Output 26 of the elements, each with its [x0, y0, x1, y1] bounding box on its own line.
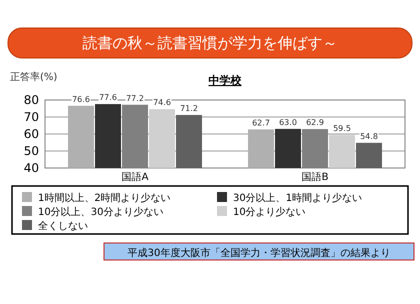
data-label: 63.0	[279, 118, 297, 127]
data-label: 77.2	[126, 94, 144, 103]
legend-label: 30分以上、1時間より少ない	[233, 192, 362, 204]
data-label: 54.8	[360, 132, 378, 141]
y-tick-label: 70	[24, 110, 39, 124]
data-label: 76.6	[72, 94, 90, 104]
legend-label: 全くしない	[38, 220, 88, 232]
data-label: 71.2	[180, 104, 198, 113]
y-tick-label: 80	[24, 93, 39, 107]
legend-label: 10分以上、30分より少ない	[38, 206, 164, 218]
x-tick-label: 国語B	[302, 171, 329, 183]
data-label: 62.9	[306, 118, 324, 128]
chart-subtitle: 読書の秋～読書習慣が学力を伸ばす～	[82, 34, 338, 52]
y-tick-label: 40	[24, 161, 39, 175]
legend-label: 10分より少ない	[233, 206, 306, 218]
data-label: 74.6	[153, 98, 171, 108]
x-tick-label: 国語A	[122, 171, 149, 183]
data-label: 59.5	[333, 124, 351, 133]
y-axis-title: 正答率(%)	[10, 71, 58, 83]
chart-title: 中学校	[208, 74, 242, 87]
text: 平成30年度大阪市「全国学力・学習状況調査」の結果より	[128, 247, 390, 259]
data-label: 77.6	[99, 93, 117, 102]
y-tick-label: 50	[24, 144, 39, 158]
y-tick-label: 60	[24, 127, 39, 141]
legend-label: 1時間以上、2時間より少ない	[38, 192, 171, 204]
data-label: 62.7	[252, 118, 270, 128]
